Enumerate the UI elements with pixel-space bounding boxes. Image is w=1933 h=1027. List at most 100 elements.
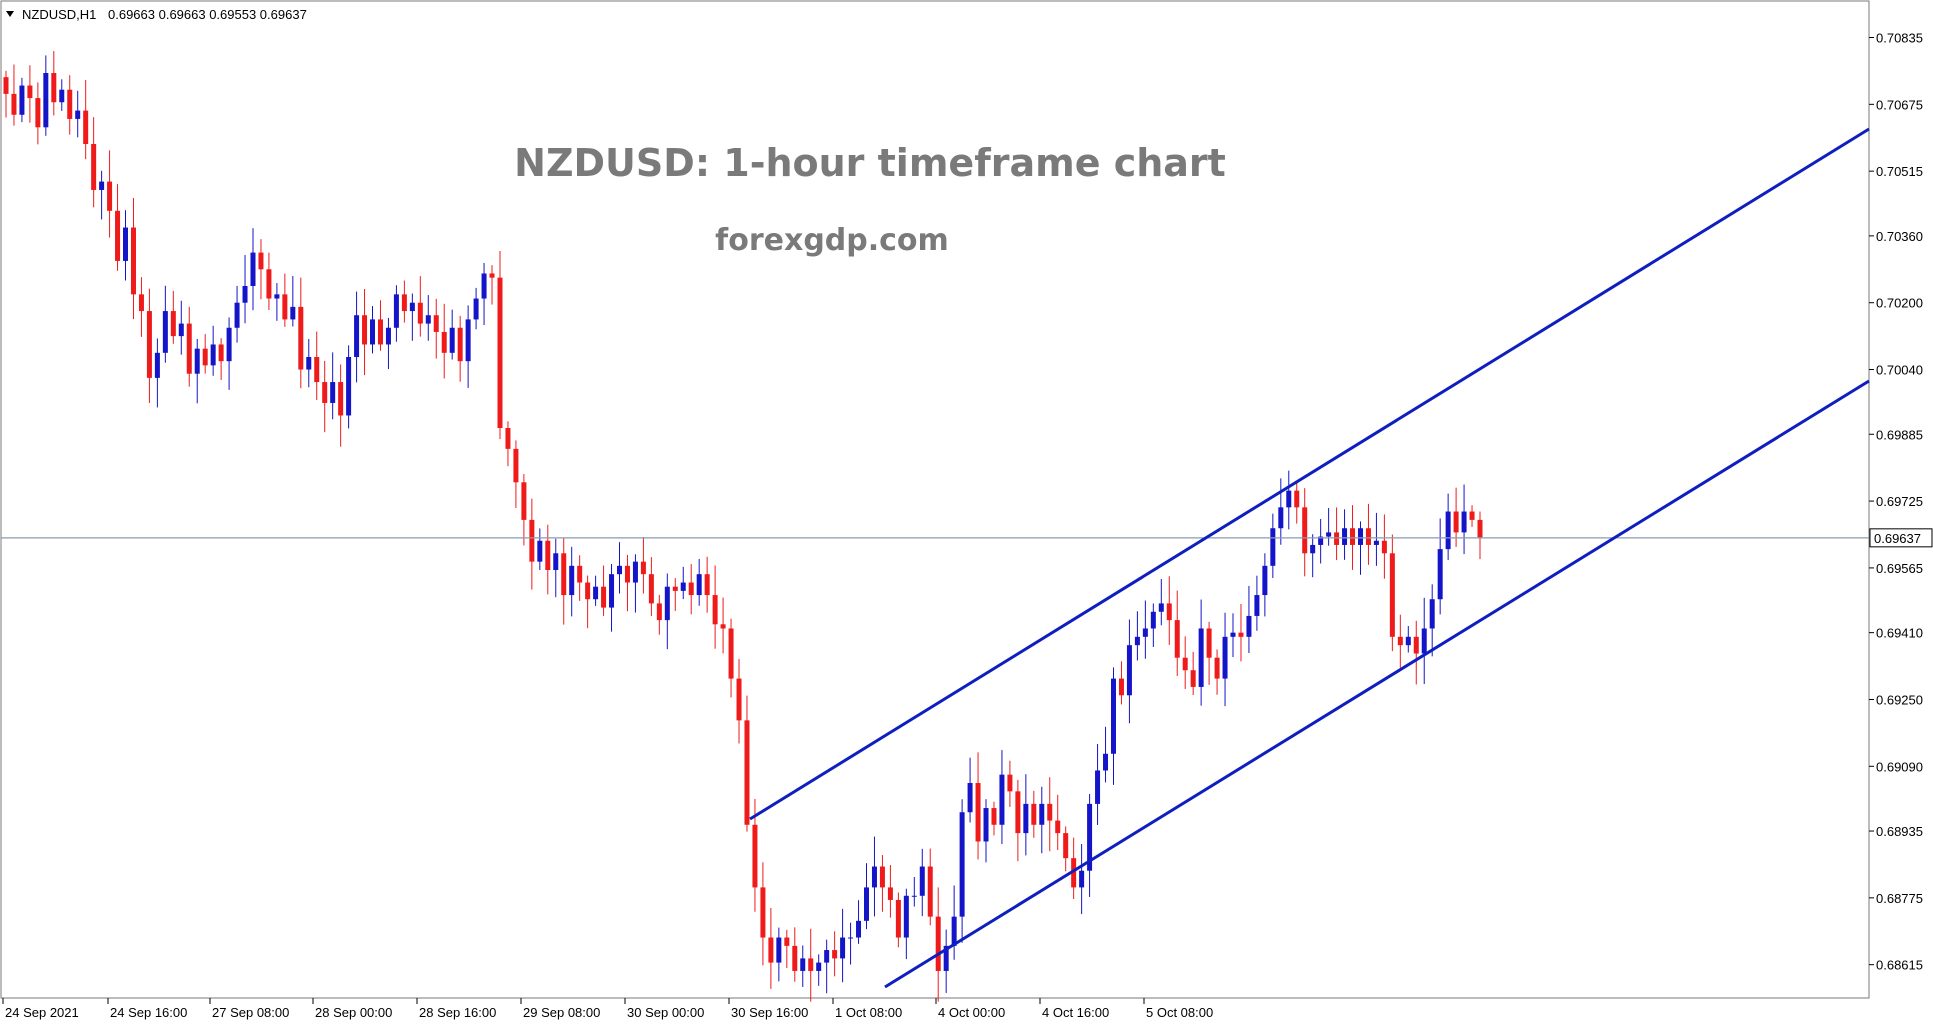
candle-bullish[interactable] (330, 382, 336, 403)
candle-bullish[interactable] (863, 887, 869, 921)
candle-bullish[interactable] (481, 273, 487, 299)
candle-bearish[interactable] (927, 866, 933, 917)
candle-bearish[interactable] (832, 950, 838, 959)
candle-bearish[interactable] (760, 887, 766, 938)
candle-bearish[interactable] (513, 448, 519, 483)
candle-bullish[interactable] (1079, 870, 1085, 888)
candle-bearish[interactable] (266, 269, 272, 299)
candle-bearish[interactable] (322, 382, 328, 403)
candle-bearish[interactable] (728, 628, 734, 679)
candle-bullish[interactable] (210, 344, 216, 366)
candle-bearish[interactable] (784, 937, 790, 946)
candle-bullish[interactable] (1445, 511, 1451, 550)
candle-bullish[interactable] (465, 319, 471, 362)
candle-bearish[interactable] (1397, 636, 1403, 646)
candle-bearish[interactable] (640, 561, 646, 575)
candle-bullish[interactable] (473, 298, 479, 320)
candle-bearish[interactable] (1055, 820, 1061, 834)
candle-bullish[interactable] (154, 352, 160, 378)
candle-bullish[interactable] (1126, 645, 1132, 696)
candle-bearish[interactable] (752, 824, 758, 888)
candle-bullish[interactable] (234, 302, 240, 328)
candle-bullish[interactable] (840, 937, 846, 959)
candle-bearish[interactable] (529, 519, 535, 562)
candle-bearish[interactable] (1365, 528, 1371, 545)
candle-bullish[interactable] (1246, 615, 1252, 637)
candle-bullish[interactable] (1270, 528, 1276, 566)
candle-bearish[interactable] (1214, 657, 1220, 679)
candle-bullish[interactable] (226, 327, 232, 362)
candle-bullish[interactable] (553, 553, 559, 570)
candle-bullish[interactable] (537, 540, 543, 562)
candle-bullish[interactable] (999, 774, 1005, 825)
candle-bearish[interactable] (1190, 670, 1196, 687)
candle-bearish[interactable] (298, 306, 304, 370)
candle-bullish[interactable] (1142, 628, 1148, 637)
candle-bearish[interactable] (1206, 628, 1212, 658)
candle-bearish[interactable] (545, 540, 551, 570)
candle-bearish[interactable] (704, 574, 710, 596)
dropdown-arrow-icon[interactable] (6, 11, 14, 17)
candle-bearish[interactable] (505, 428, 511, 449)
candle-bullish[interactable] (903, 895, 909, 938)
candle-bearish[interactable] (130, 227, 136, 295)
candle-bearish[interactable] (808, 958, 814, 971)
candle-bearish[interactable] (146, 311, 152, 378)
candle-bullish[interactable] (680, 582, 686, 591)
candle-bullish[interactable] (1461, 511, 1467, 533)
candle-bullish[interactable] (1103, 753, 1109, 771)
candle-bearish[interactable] (433, 315, 439, 332)
candle-bullish[interactable] (290, 306, 296, 320)
candle-bearish[interactable] (1389, 553, 1395, 637)
candle-bullish[interactable] (871, 866, 877, 888)
candle-bullish[interactable] (1262, 565, 1268, 596)
candle-bearish[interactable] (991, 808, 997, 825)
candle-bullish[interactable] (385, 327, 391, 345)
channel-lower-line[interactable] (884, 379, 1870, 989)
candle-bullish[interactable] (1222, 636, 1228, 679)
candle-bearish[interactable] (1182, 657, 1188, 671)
candle-bullish[interactable] (951, 916, 957, 946)
candle-bullish[interactable] (967, 783, 973, 813)
candle-bearish[interactable] (314, 357, 320, 383)
candle-bullish[interactable] (569, 565, 575, 596)
candle-bullish[interactable] (919, 866, 925, 896)
candle-bearish[interactable] (792, 945, 798, 971)
candle-bearish[interactable] (401, 294, 407, 312)
candle-bullish[interactable] (75, 110, 81, 119)
candle-bearish[interactable] (1302, 507, 1308, 554)
candle-bearish[interactable] (91, 144, 97, 190)
candle-bearish[interactable] (624, 565, 630, 583)
candle-bullish[interactable] (1254, 595, 1260, 616)
candle-bullish[interactable] (632, 561, 638, 583)
candle-bearish[interactable] (1453, 511, 1459, 533)
candle-bullish[interactable] (99, 181, 105, 190)
candle-bullish[interactable] (1357, 528, 1363, 545)
candle-bearish[interactable] (656, 603, 662, 621)
candle-bullish[interactable] (911, 895, 917, 897)
candle-bearish[interactable] (1047, 803, 1053, 821)
candle-bearish[interactable] (35, 98, 41, 128)
candle-bullish[interactable] (393, 294, 399, 328)
candle-bearish[interactable] (11, 93, 17, 115)
candle-bullish[interactable] (1158, 603, 1164, 612)
candle-bearish[interactable] (672, 586, 678, 591)
candle-bearish[interactable] (768, 937, 774, 963)
candle-bearish[interactable] (895, 899, 901, 938)
candle-bullish[interactable] (1437, 549, 1443, 600)
candle-bearish[interactable] (1469, 511, 1475, 520)
candle-bullish[interactable] (162, 311, 168, 353)
candle-bearish[interactable] (258, 252, 264, 270)
candle-bearish[interactable] (1166, 603, 1172, 621)
candle-bullish[interactable] (1310, 544, 1316, 554)
candle-bearish[interactable] (3, 77, 9, 94)
candle-bullish[interactable] (1286, 490, 1292, 508)
candle-bearish[interactable] (712, 595, 718, 625)
candle-bullish[interactable] (242, 286, 248, 303)
candle-bullish[interactable] (354, 315, 360, 357)
candle-bullish[interactable] (123, 227, 129, 261)
channel-upper-line[interactable] (749, 127, 1870, 821)
candle-bearish[interactable] (648, 574, 654, 604)
candle-bearish[interactable] (736, 678, 742, 721)
